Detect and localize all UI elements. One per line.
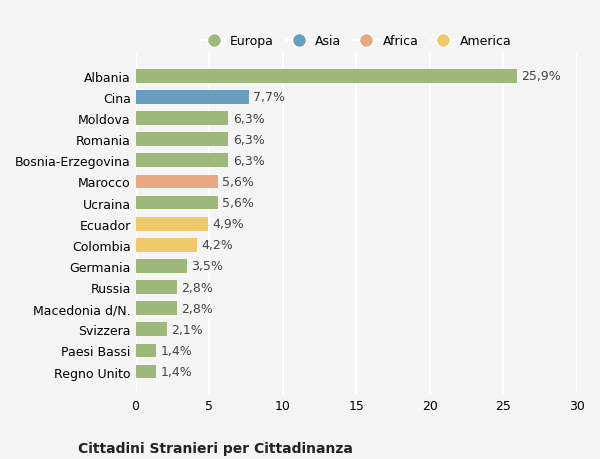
Text: 6,3%: 6,3% bbox=[233, 155, 265, 168]
Bar bbox=[136, 154, 229, 168]
Legend: Europa, Asia, Africa, America: Europa, Asia, Africa, America bbox=[196, 30, 517, 53]
Bar bbox=[136, 302, 177, 315]
Text: 5,6%: 5,6% bbox=[223, 196, 254, 210]
Text: 2,8%: 2,8% bbox=[181, 302, 213, 315]
Bar bbox=[136, 175, 218, 189]
Bar bbox=[136, 344, 156, 358]
Bar bbox=[136, 196, 218, 210]
Bar bbox=[136, 259, 187, 273]
Text: 6,3%: 6,3% bbox=[233, 134, 265, 146]
Bar bbox=[136, 365, 156, 379]
Text: Cittadini Stranieri per Cittadinanza: Cittadini Stranieri per Cittadinanza bbox=[78, 441, 353, 454]
Bar bbox=[136, 91, 249, 105]
Text: 6,3%: 6,3% bbox=[233, 112, 265, 125]
Text: 5,6%: 5,6% bbox=[223, 175, 254, 189]
Bar bbox=[136, 238, 197, 252]
Text: 4,2%: 4,2% bbox=[202, 239, 233, 252]
Bar bbox=[136, 280, 177, 294]
Text: 25,9%: 25,9% bbox=[521, 70, 561, 83]
Text: 3,5%: 3,5% bbox=[191, 260, 223, 273]
Text: 1,4%: 1,4% bbox=[161, 365, 193, 378]
Bar bbox=[136, 133, 229, 147]
Text: 7,7%: 7,7% bbox=[253, 91, 286, 104]
Bar bbox=[136, 323, 167, 336]
Text: 1,4%: 1,4% bbox=[161, 344, 193, 357]
Bar bbox=[136, 70, 517, 84]
Bar bbox=[136, 112, 229, 126]
Text: 4,9%: 4,9% bbox=[212, 218, 244, 231]
Text: 2,1%: 2,1% bbox=[171, 323, 203, 336]
Text: 2,8%: 2,8% bbox=[181, 281, 213, 294]
Bar bbox=[136, 218, 208, 231]
